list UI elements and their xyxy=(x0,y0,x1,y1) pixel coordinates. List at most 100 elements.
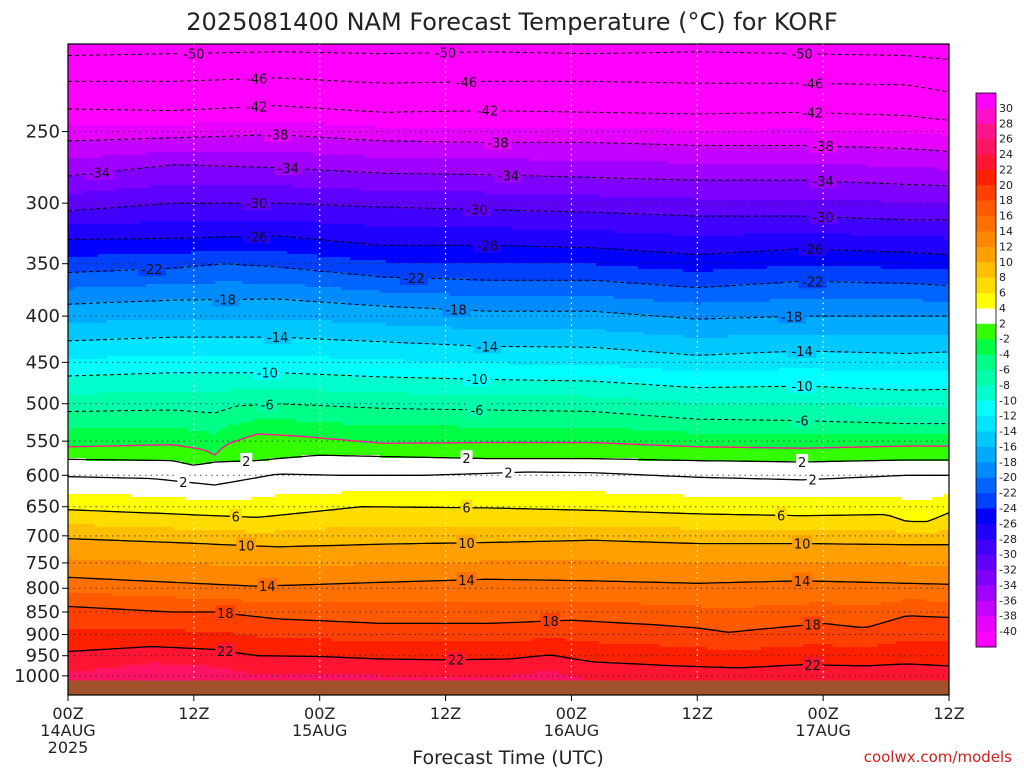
isotherm-label: -10 xyxy=(257,367,278,382)
x-tick-label: 17AUG xyxy=(795,721,850,740)
isotherm-label: -18 xyxy=(215,294,236,309)
colorbar-swatch xyxy=(976,262,996,279)
colorbar-label: -10 xyxy=(999,394,1017,407)
x-tick-label: 2025 xyxy=(48,738,89,757)
isotherm-label-bg xyxy=(179,45,208,61)
colorbar-label: -22 xyxy=(999,487,1017,500)
isotherm-label-bg xyxy=(257,577,278,593)
isotherm-label-bg xyxy=(274,160,303,176)
colorbar-label: -14 xyxy=(999,425,1017,438)
colorbar-label: 14 xyxy=(999,225,1013,238)
isotherm-label: 14 xyxy=(259,580,276,595)
y-tick-label: 500 xyxy=(26,394,60,415)
isotherm-label: 14 xyxy=(458,574,475,589)
isotherm-label: 10 xyxy=(458,537,475,552)
colorbar-label: 6 xyxy=(999,287,1006,300)
isotherm-18 xyxy=(68,605,949,633)
isotherm-label-bg xyxy=(788,378,817,394)
colorbar-label: -6 xyxy=(999,364,1010,377)
colorbar-swatch xyxy=(976,616,996,633)
y-tick-label: 700 xyxy=(26,526,60,547)
ground-surface-layer xyxy=(68,680,949,695)
isotherm-label-bg xyxy=(788,45,817,61)
isotherm-label-bg xyxy=(253,364,282,380)
colorbar-swatch xyxy=(976,123,996,140)
x-tick-label: 12Z xyxy=(178,704,209,723)
x-tick-label: 00Z xyxy=(52,704,83,723)
colorbar-label: -32 xyxy=(999,564,1017,577)
y-tick-label: 850 xyxy=(26,602,60,623)
colorbar-swatch xyxy=(976,354,996,371)
colorbar-swatch xyxy=(976,385,996,402)
isotherm-label-bg xyxy=(798,273,827,289)
x-axis-label: Forecast Time (UTC) xyxy=(412,747,603,768)
isotherm-label-bg xyxy=(467,401,488,417)
x-tick-label: 16AUG xyxy=(544,721,599,740)
y-tick-label: 1000 xyxy=(14,666,60,687)
isotherm-label-bg xyxy=(463,371,492,387)
isotherm-label-bg xyxy=(240,452,253,468)
isotherm-label: 10 xyxy=(794,538,811,553)
colorbar-swatch xyxy=(976,431,996,448)
isotherm-label: -26 xyxy=(802,243,823,258)
isotherm-label-bg xyxy=(777,308,806,324)
isotherm-label-bg xyxy=(798,241,827,257)
y-tick-label: 600 xyxy=(26,465,60,486)
colorbar-swatch xyxy=(976,246,996,263)
isotherm-label-bg xyxy=(242,70,271,86)
isotherm-label-bg xyxy=(211,291,240,307)
colorbar-label: -30 xyxy=(999,548,1017,561)
x-tick-label: 12Z xyxy=(430,704,461,723)
isotherm-label-bg xyxy=(442,301,471,317)
colorbar-label: 28 xyxy=(999,117,1013,130)
isotherm-label: -50 xyxy=(792,48,813,63)
isotherm-label-bg xyxy=(460,450,473,466)
colorbar-swatch xyxy=(976,631,996,648)
isotherm-label: 2 xyxy=(179,476,187,491)
isotherm-label: 2 xyxy=(242,455,250,470)
isotherm-label: -50 xyxy=(183,47,204,62)
colorbar-swatch xyxy=(976,370,996,386)
colorbar-label: -24 xyxy=(999,502,1017,515)
colorbar-swatch xyxy=(976,231,996,248)
y-tick-label: 650 xyxy=(26,497,60,518)
isotherm-label-bg xyxy=(137,261,166,277)
colorbar-label: 22 xyxy=(999,163,1013,176)
y-tick-label: 750 xyxy=(26,553,60,574)
isotherm-label-bg xyxy=(242,98,271,114)
colorbar-label: -4 xyxy=(999,348,1010,361)
isotherm-label: 2 xyxy=(504,467,512,482)
isotherm-label: 10 xyxy=(238,540,255,555)
y-tick-label: 350 xyxy=(26,254,60,275)
colorbar-label: 16 xyxy=(999,210,1013,223)
isotherm-label: -34 xyxy=(278,162,299,177)
y-tick-label: 250 xyxy=(26,122,60,143)
colorbar-label: 30 xyxy=(999,102,1013,115)
source-credit: coolwx.com/models xyxy=(864,748,1012,766)
isotherm-label-bg xyxy=(502,464,515,480)
colorbar-label: -12 xyxy=(999,410,1017,423)
isotherm-label-bg xyxy=(792,535,813,551)
isotherm-label: 6 xyxy=(462,502,470,517)
isotherm-label: -10 xyxy=(792,380,813,395)
isotherm-label: 14 xyxy=(794,575,811,590)
isotherm-label: -30 xyxy=(813,211,834,226)
colorbar-swatch xyxy=(976,493,996,509)
colorbar-swatch xyxy=(976,293,996,309)
isotherm-label-bg xyxy=(473,338,502,354)
isotherm-minus-30 xyxy=(68,202,949,221)
isotherm-label-bg xyxy=(236,537,257,553)
isotherm-label: -38 xyxy=(267,129,288,144)
pressure-axis: 2503003504004505005506006507007508008509… xyxy=(14,122,68,687)
isotherm-minus-2 xyxy=(68,433,949,457)
isotherm-label: 18 xyxy=(217,607,234,622)
isotherm-label: 2 xyxy=(462,452,470,467)
y-tick-label: 950 xyxy=(26,646,60,667)
y-tick-label: 300 xyxy=(26,193,60,214)
plot-frame xyxy=(67,43,950,696)
colorbar-swatch xyxy=(976,185,996,202)
isotherm-label-bg xyxy=(806,471,819,487)
colorbar-label: -36 xyxy=(999,594,1017,607)
isotherm-label: -6 xyxy=(261,398,274,413)
isotherm-label-bg xyxy=(798,104,827,120)
